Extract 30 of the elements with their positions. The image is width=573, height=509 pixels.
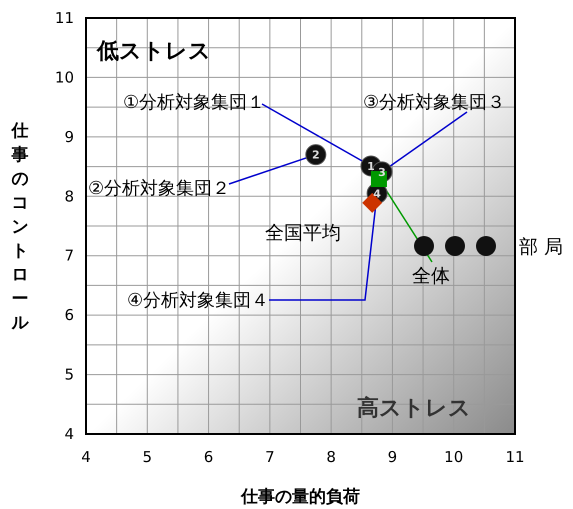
x-tick-label: 8 [326,448,336,466]
x-tick-label: 11 [505,448,525,466]
annotation: 低ストレス [96,39,211,64]
annotation: 高ストレス [357,395,471,421]
x-tick-label: 9 [388,448,398,466]
x-tick-label: 5 [142,448,152,466]
annotation: ①分析対象集団１ [123,92,266,113]
y-tick-label: 11 [54,9,74,27]
text: 仕事のコントロール [12,121,28,333]
text: 全体 [412,265,450,287]
legend-label: 部 局 [519,236,564,258]
annotation: ②分析対象集団２ [88,178,230,199]
y-tick-label: 4 [64,425,74,443]
annotation: ③分析対象集団３ [363,92,506,113]
y-tick-label: 10 [54,68,74,86]
annotation: 1 [367,160,375,173]
annotation: 4 [373,187,382,200]
y-tick-label: 6 [64,306,74,324]
x-tick-label: 6 [204,448,214,466]
x-tick-label: 4 [81,448,91,466]
y-tick-label: 9 [64,128,74,146]
y-tick-label: 8 [64,187,74,206]
y-tick-label: 5 [64,366,74,384]
series-label: 全国平均 [265,222,341,244]
x-tick-label: 10 [444,448,464,466]
x-axis-title: 仕事の量的負荷 [240,487,360,507]
x-tick-label: 7 [265,448,275,466]
annotation: 2 [312,148,320,162]
y-tick-label: 7 [64,246,74,265]
annotation: ④分析対象集団４ [127,290,270,311]
